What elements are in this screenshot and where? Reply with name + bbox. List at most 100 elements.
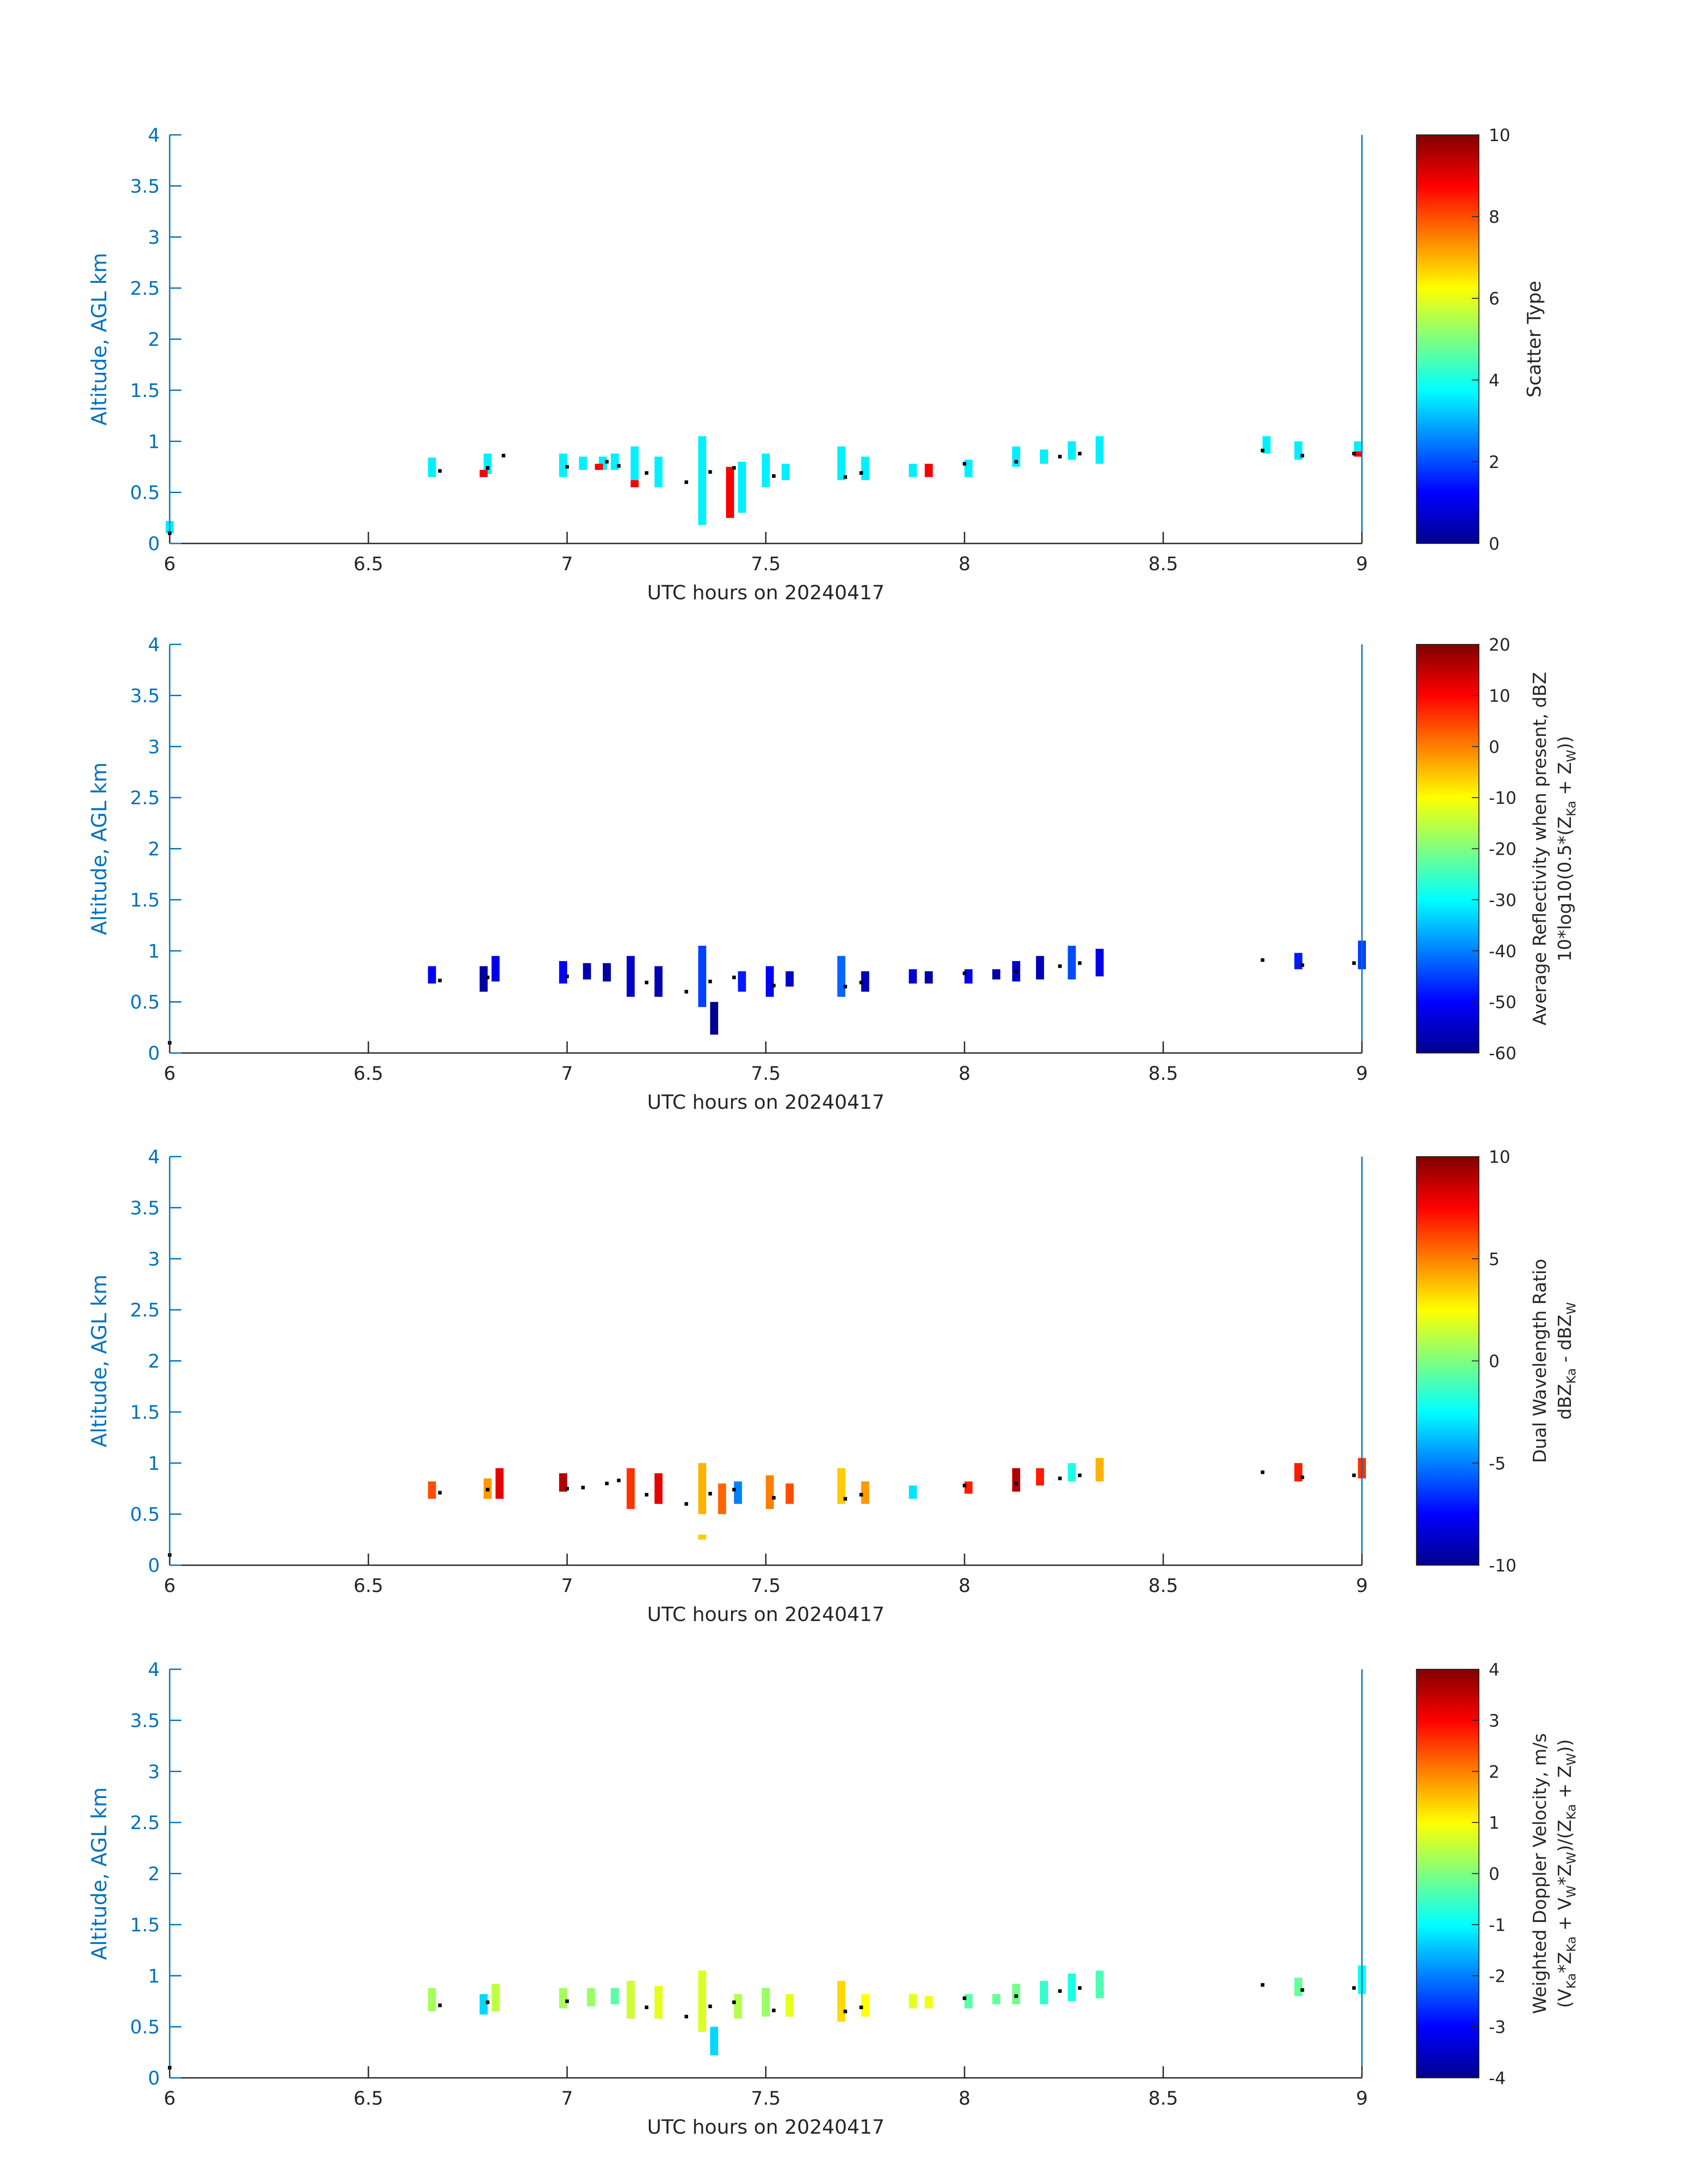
x-tick-label: 6.5: [354, 1062, 384, 1084]
subscript: Ka: [1564, 1973, 1579, 1989]
colorbar-tick-label: -3: [1489, 2018, 1506, 2037]
x-axis-label: UTC hours on 20240417: [647, 2116, 885, 2139]
marker-dot: [486, 466, 489, 470]
y-tick-label: 4: [148, 124, 160, 146]
colorbar-tick-label: 6: [1489, 289, 1499, 309]
marker-dot: [501, 454, 505, 458]
y-tick-label: 3.5: [130, 685, 160, 706]
marker-dot: [732, 466, 736, 470]
formula-part: *Z: [1555, 1952, 1575, 1973]
formula-part: 10*log10(0.5*(Z: [1555, 816, 1575, 961]
marker-dot: [859, 1493, 863, 1497]
marker-dot: [581, 1486, 585, 1490]
marker-dot: [565, 1999, 569, 2003]
marker-dot: [486, 975, 489, 979]
y-tick-label: 0: [148, 2067, 160, 2089]
heatmap-cell: [909, 969, 917, 984]
x-tick-label: 7: [561, 2087, 573, 2109]
colorbar-tick-label: 5: [1489, 1249, 1499, 1269]
marker-dot: [1261, 1983, 1265, 1987]
heatmap-cell: [1262, 436, 1271, 454]
heatmap-cell: [654, 456, 663, 488]
marker-dot: [1014, 460, 1018, 464]
panel-2: 6 6.5 7 7.5 8 8.5 9 0 0.5 1 1.5 2 2.5 3 3.5 4 UTC hours …: [87, 634, 1579, 1114]
heatmap-cell: [710, 2027, 718, 2056]
heatmap-cell: [603, 963, 611, 982]
panel-4: 6 6.5 7 7.5 8 8.5 9 0 0.5 1 1.5 2 2.5 3 3.5 4 UTC hours …: [87, 1659, 1579, 2139]
y-tick-label: 3.5: [130, 1709, 160, 1731]
subscript: Ka: [1564, 801, 1579, 816]
subscript: Ka: [1564, 1936, 1579, 1952]
heatmap-cell: [1040, 1981, 1048, 2005]
marker-dot: [1300, 1475, 1304, 1479]
heatmap-cell: [765, 966, 774, 997]
x-tick-label: 6.5: [354, 1575, 384, 1596]
heatmap-cell: [837, 956, 846, 997]
colorbar-label: Dual Wavelength Ratio: [1530, 1259, 1550, 1463]
marker-dot: [708, 979, 712, 983]
y-tick-label: 2: [148, 329, 160, 351]
colorbar-tick-label: 2: [1489, 452, 1499, 472]
x-tick-label: 8.5: [1148, 1062, 1178, 1084]
marker-dot: [438, 2003, 442, 2007]
colorbar-tick-label: -5: [1489, 1454, 1506, 1473]
colorbar-tick-label: 4: [1489, 1660, 1499, 1680]
marker-dot: [859, 2006, 863, 2010]
heatmap-cell: [495, 1468, 504, 1499]
heatmap-cell: [992, 1994, 1001, 2005]
subscript: Ka: [1564, 1368, 1579, 1384]
marker-dot: [438, 1491, 442, 1495]
heatmap-cell: [964, 1481, 973, 1494]
heatmap-cell: [762, 453, 770, 488]
colorbar-tick-label: 4: [1489, 371, 1499, 390]
y-tick-label: 0: [148, 1042, 160, 1064]
y-tick-label: 0.5: [130, 482, 160, 504]
y-tick-label: 0.5: [130, 2016, 160, 2038]
heatmap-cell: [579, 456, 587, 470]
marker-dot: [1352, 1986, 1356, 1990]
marker-dot: [438, 978, 442, 982]
formula-part: *Z: [1555, 1864, 1575, 1885]
heatmap-cell: [631, 446, 639, 481]
subscript: W: [1564, 1885, 1579, 1898]
marker-dot: [1352, 451, 1356, 455]
marker-dot: [844, 985, 847, 989]
x-tick-label: 7.5: [751, 1575, 781, 1596]
marker-dot: [645, 981, 648, 985]
heatmap-cell: [610, 453, 619, 470]
heatmap-cell: [559, 453, 568, 477]
marker-dot: [708, 2004, 712, 2008]
marker-dot: [1058, 1476, 1062, 1480]
marker-dot: [732, 1488, 736, 1492]
heatmap-cell: [559, 961, 568, 984]
heatmap-cell: [480, 1994, 488, 2015]
colorbar-tick-label: -4: [1489, 2068, 1506, 2088]
x-tick-label: 7.5: [751, 2087, 781, 2109]
heatmap-cell: [1354, 451, 1362, 457]
y-tick-label: 2.5: [130, 787, 160, 809]
y-tick-label: 2: [148, 838, 160, 860]
colorbar-tick-label: -30: [1489, 890, 1516, 910]
colorbar-label: Scatter Type: [1523, 281, 1545, 397]
marker-dot: [1300, 1988, 1304, 1992]
y-tick-label: 2.5: [130, 1812, 160, 1834]
colorbar: [1416, 644, 1479, 1053]
subscript: W: [1564, 1753, 1579, 1766]
y-axis-label: Altitude, AGL km: [87, 1274, 111, 1447]
colorbar-tick-label: 20: [1489, 635, 1510, 655]
marker-dot: [605, 460, 609, 464]
heatmap-cell: [861, 1994, 869, 2017]
formula-part: - dBZ: [1555, 1315, 1575, 1368]
colorbar-tick-label: -2: [1489, 1966, 1506, 1986]
heatmap-cell: [837, 446, 846, 481]
heatmap-cell: [559, 1988, 568, 2009]
marker-dot: [617, 1479, 621, 1483]
colorbar-tick-label: -1: [1489, 1915, 1506, 1935]
x-tick-label: 8: [959, 1575, 971, 1596]
heatmap-cell: [924, 464, 933, 477]
x-tick-label: 8: [959, 1062, 971, 1084]
marker-dot: [685, 2014, 688, 2018]
y-tick-label: 3: [148, 1761, 160, 1783]
formula-part: dBZ: [1555, 1384, 1575, 1420]
y-tick-label: 4: [148, 1146, 160, 1168]
